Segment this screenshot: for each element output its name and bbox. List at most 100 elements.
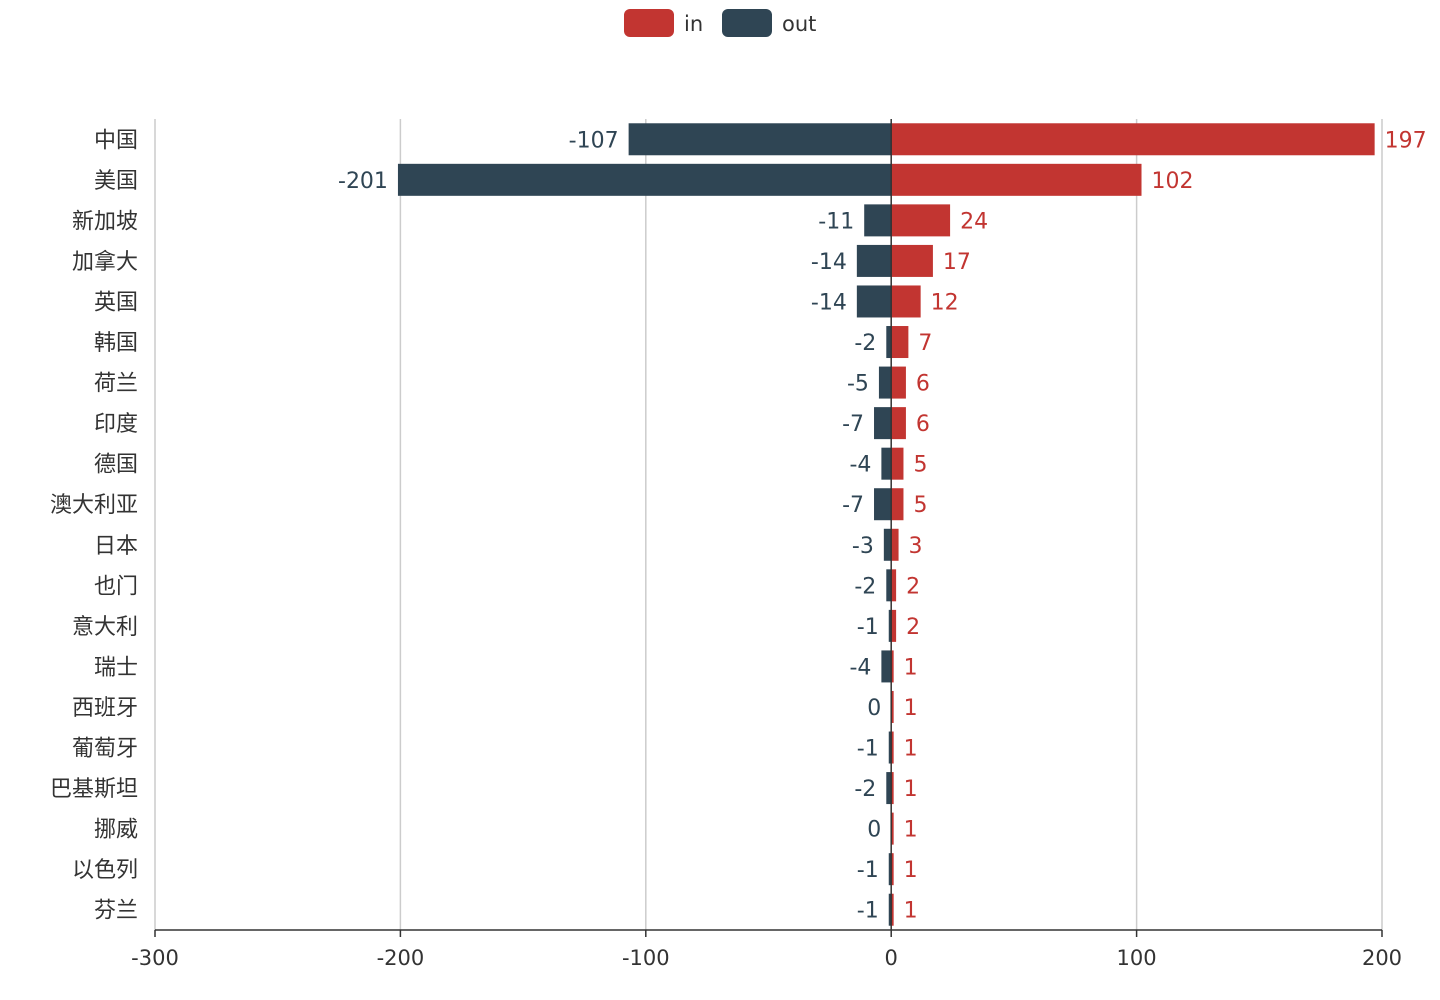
data-label-out: -107 — [569, 128, 619, 153]
legend-label-out[interactable]: out — [782, 12, 816, 36]
data-label-out: 0 — [867, 818, 881, 843]
data-label-in: 2 — [906, 574, 920, 599]
bar-in — [891, 731, 894, 764]
category-label: 德国 — [94, 453, 138, 478]
data-label-in: 3 — [909, 534, 923, 559]
category-label: 澳大利亚 — [50, 493, 138, 518]
category-label: 芬兰 — [94, 899, 138, 924]
bar-in — [891, 488, 904, 521]
data-label-in: 1 — [904, 818, 918, 843]
category-label: 英国 — [94, 290, 138, 315]
data-label-out: -1 — [857, 899, 879, 924]
category-label: 美国 — [94, 169, 138, 194]
bar-out — [864, 204, 892, 237]
bar-out — [888, 893, 892, 926]
bar-in — [891, 285, 921, 318]
bar-out — [874, 488, 892, 521]
bar-in — [891, 326, 909, 359]
x-tick-label: 100 — [1117, 946, 1157, 970]
data-label-in: 5 — [913, 453, 927, 478]
gridlines — [154, 119, 1383, 930]
category-label: 葡萄牙 — [72, 737, 138, 762]
category-label: 巴基斯坦 — [50, 777, 138, 802]
bar-in — [891, 772, 894, 805]
data-label-in: 1 — [904, 737, 918, 762]
category-label: 中国 — [94, 128, 138, 153]
bar-out — [856, 244, 892, 277]
data-label-in: 197 — [1385, 128, 1427, 153]
category-label: 新加坡 — [72, 209, 138, 234]
legend-swatch-in[interactable] — [624, 9, 674, 37]
data-label-in: 1 — [904, 899, 918, 924]
x-tick-label: -300 — [131, 946, 179, 970]
bar-out — [878, 366, 892, 399]
category-label: 荷兰 — [94, 372, 138, 397]
category-label: 挪威 — [94, 818, 138, 843]
data-label-out: -201 — [338, 169, 388, 194]
bar-in — [891, 163, 1142, 196]
bar-out — [856, 285, 892, 318]
data-label-in: 7 — [918, 331, 932, 356]
data-label-out: -7 — [842, 493, 864, 518]
data-label-in: 24 — [960, 209, 988, 234]
data-label-in: 102 — [1152, 169, 1194, 194]
data-label-out: -5 — [847, 372, 869, 397]
data-label-out: -2 — [854, 574, 876, 599]
bar-out — [628, 123, 892, 156]
bar-in — [891, 893, 894, 926]
bar-in — [891, 812, 894, 845]
bar-out — [886, 569, 892, 602]
bar-in — [891, 204, 951, 237]
bar-out — [888, 853, 892, 886]
data-label-in: 1 — [904, 858, 918, 883]
legend[interactable]: in out — [624, 9, 816, 37]
legend-label-in[interactable]: in — [684, 12, 703, 36]
bar-in — [891, 528, 899, 561]
bar-in — [891, 569, 897, 602]
data-label-in: 2 — [906, 615, 920, 640]
data-label-in: 1 — [904, 777, 918, 802]
bar-in — [891, 650, 894, 683]
bar-in — [891, 609, 897, 642]
bar-in — [891, 123, 1375, 156]
bar-out — [874, 407, 892, 440]
category-label: 加拿大 — [72, 249, 138, 275]
data-label-out: -1 — [857, 858, 879, 883]
bar-in — [891, 407, 906, 440]
x-tick-label: 200 — [1362, 946, 1402, 970]
data-label-out: -1 — [857, 737, 879, 762]
axes: -300 -200 -100 0 100 200 — [131, 119, 1402, 970]
category-label: 西班牙 — [72, 696, 138, 721]
x-tick-label: 0 — [885, 946, 898, 970]
bar-in — [891, 690, 894, 723]
legend-swatch-out[interactable] — [722, 9, 772, 37]
bar-out — [886, 772, 892, 805]
data-label-in: 1 — [904, 696, 918, 721]
data-label-in: 6 — [916, 412, 930, 437]
data-label-out: -1 — [857, 615, 879, 640]
data-label-in: 6 — [916, 372, 930, 397]
data-label-out: -7 — [842, 412, 864, 437]
data-label-out: -3 — [852, 534, 874, 559]
x-tick-label: -200 — [377, 946, 425, 970]
data-label-out: -4 — [849, 655, 871, 680]
bars — [397, 123, 1375, 926]
data-label-out: 0 — [867, 696, 881, 721]
category-label: 韩国 — [94, 331, 138, 356]
bar-in — [891, 366, 906, 399]
data-label-in: 12 — [931, 290, 959, 315]
category-label: 瑞士 — [94, 655, 138, 680]
data-label-out: -4 — [849, 453, 871, 478]
data-label-in: 5 — [913, 493, 927, 518]
bar-out — [888, 609, 892, 642]
data-label-out: -2 — [854, 331, 876, 356]
data-label-in: 17 — [943, 250, 971, 275]
data-label-in: 1 — [904, 655, 918, 680]
category-label: 印度 — [94, 412, 138, 437]
bar-out — [888, 731, 892, 764]
bar-in — [891, 853, 894, 886]
bar-in — [891, 447, 904, 480]
bar-out — [883, 528, 892, 561]
category-label: 意大利 — [72, 615, 138, 640]
